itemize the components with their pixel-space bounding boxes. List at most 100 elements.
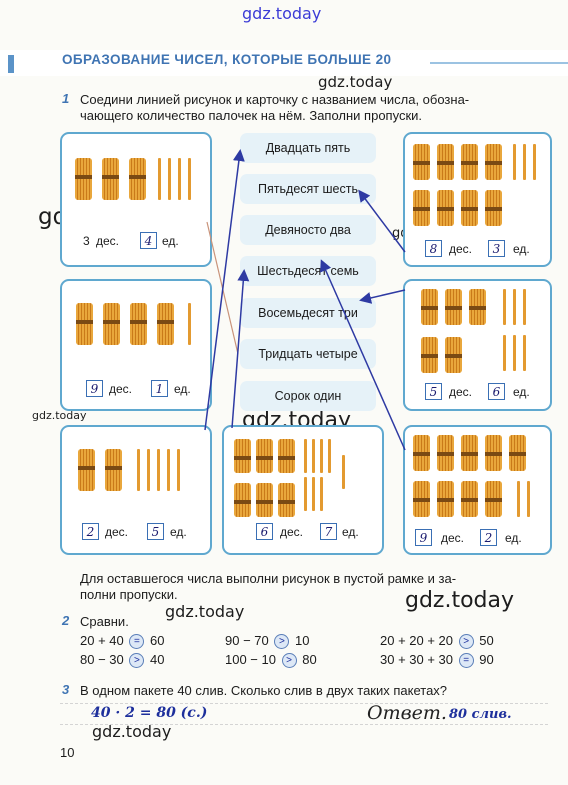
comparison-right: 60 (150, 633, 165, 648)
ones-box[interactable]: 4 (140, 232, 157, 249)
single-stick (533, 144, 536, 180)
watermark: gdz.today (242, 4, 322, 23)
number-card[interactable]: Восемьдесят три (240, 298, 376, 328)
ones-box[interactable]: 7 (320, 523, 337, 540)
comparison: 30 + 30 + 30 = 90 (380, 652, 494, 669)
single-stick (137, 449, 140, 491)
ten-bundle (437, 481, 454, 517)
single-stick (167, 449, 170, 491)
header-accent (8, 55, 14, 73)
task-number: 2 (62, 613, 70, 628)
tens-box[interactable]: 8 (425, 240, 442, 257)
connector-line (358, 189, 406, 253)
single-stick (513, 335, 516, 371)
tens-box[interactable]: 6 (256, 523, 273, 540)
comparison-right: 40 (150, 652, 165, 667)
ones-label: ед. (342, 525, 359, 539)
answer-line (60, 703, 548, 725)
task-number: 3 (62, 682, 70, 697)
ten-bundle (76, 303, 93, 345)
stick-frame[interactable]: 9 дес. 2 ед. (403, 425, 552, 555)
ten-bundle (413, 481, 430, 517)
ones-label: ед. (513, 242, 530, 256)
single-stick (513, 144, 516, 180)
ten-bundle (130, 303, 147, 345)
tens-box[interactable]: 5 (425, 383, 442, 400)
tens-box[interactable]: 9 (415, 529, 432, 546)
comparison-sign[interactable]: > (281, 653, 297, 669)
ten-bundle (278, 483, 295, 517)
comparison: 80 − 30 > 40 (80, 652, 165, 669)
stick-frame[interactable]: 2 дес. 5 ед. (60, 425, 212, 555)
tens-value: 3 (83, 234, 90, 248)
ten-bundle (485, 435, 502, 471)
comparison-sign[interactable]: = (458, 653, 474, 669)
ones-label: ед. (170, 525, 187, 539)
watermark: gdz.today (32, 409, 87, 422)
ones-box[interactable]: 1 (151, 380, 168, 397)
number-card[interactable]: Сорок один (240, 381, 376, 411)
single-stick (147, 449, 150, 491)
task-text: чающего количество палочек на нём. Запол… (80, 108, 423, 123)
ones-label: ед. (162, 234, 179, 248)
connector-line (359, 289, 406, 304)
tens-label: дес. (280, 525, 304, 539)
comparison-left: 100 − 10 (225, 652, 276, 667)
watermark: gdz.today (165, 602, 245, 621)
stick-frame[interactable]: 5 дес. 6 ед. (403, 279, 552, 411)
instruction-text: Для оставшегося числа выполни рисунок в … (80, 571, 457, 586)
tens-label: дес. (105, 525, 129, 539)
comparison-left: 30 + 30 + 30 (380, 652, 454, 667)
task-text: Соедини линией рисунок и карточку с назв… (80, 92, 470, 107)
comparison-sign[interactable]: > (274, 634, 290, 650)
number-card[interactable]: Девяносто два (240, 215, 376, 245)
single-stick (517, 481, 520, 517)
ten-bundle (256, 439, 273, 473)
number-card[interactable]: Пятьдесят шесть (240, 174, 376, 204)
ten-bundle (413, 190, 430, 226)
number-card[interactable]: Двадцать пять (240, 133, 376, 163)
ten-bundle (234, 439, 251, 473)
number-card[interactable]: Шестьдесят семь (240, 256, 376, 286)
ones-box[interactable]: 2 (480, 529, 497, 546)
ten-bundle (509, 435, 526, 471)
comparison: 90 − 70 > 10 (225, 633, 310, 650)
ten-bundle (78, 449, 95, 491)
comparison-sign[interactable]: > (129, 653, 145, 669)
ten-bundle (413, 435, 430, 471)
comparison-sign[interactable]: > (458, 634, 474, 650)
ten-bundle (437, 435, 454, 471)
stick-frame[interactable]: 3 дес. 4 ед. (60, 132, 212, 267)
tens-box[interactable]: 9 (86, 380, 103, 397)
connector-line (231, 269, 250, 429)
single-stick (320, 439, 323, 473)
number-card[interactable]: Тридцать четыре (240, 339, 376, 369)
ten-bundle (437, 144, 454, 180)
tens-label: дес. (109, 382, 133, 396)
ones-label: ед. (174, 382, 191, 396)
single-stick (503, 289, 506, 325)
stick-frame[interactable]: 9 дес. 1 ед. (60, 279, 212, 411)
comparison: 20 + 40 = 60 (80, 633, 165, 650)
comparison-left: 90 − 70 (225, 633, 269, 648)
single-stick (320, 477, 323, 511)
comparison-sign[interactable]: = (129, 634, 145, 650)
ten-bundle (102, 158, 119, 200)
single-stick (312, 439, 315, 473)
single-stick (168, 158, 171, 200)
stick-frame[interactable]: 6 дес. 7 ед. (222, 425, 384, 555)
ten-bundle (461, 144, 478, 180)
ones-box[interactable]: 5 (147, 523, 164, 540)
single-stick (158, 158, 161, 200)
ten-bundle (469, 289, 486, 325)
comparison-left: 20 + 40 (80, 633, 124, 648)
ten-bundle (413, 144, 430, 180)
stick-frame[interactable]: 8 дес. 3 ед. (403, 132, 552, 267)
comparison-right: 10 (295, 633, 310, 648)
ones-box[interactable]: 3 (488, 240, 505, 257)
ones-box[interactable]: 6 (488, 383, 505, 400)
task-number: 1 (62, 91, 70, 106)
tens-box[interactable]: 2 (82, 523, 99, 540)
ones-label: ед. (505, 531, 522, 545)
